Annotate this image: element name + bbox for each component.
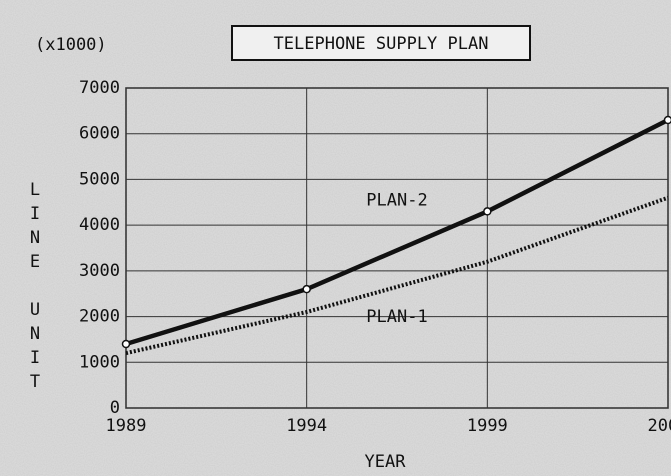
x-tick-label: 1989 — [106, 416, 147, 436]
series-line — [125, 117, 670, 347]
y-tick-label: 6000 — [79, 124, 120, 144]
title-box — [231, 25, 531, 61]
point — [483, 207, 492, 216]
y-tick-label: 2000 — [79, 307, 120, 327]
y-tick-label: 4000 — [79, 215, 120, 235]
y-tick-label: 5000 — [79, 169, 120, 189]
point — [302, 284, 311, 294]
y-tick-label: 0 — [110, 398, 120, 418]
series-line — [125, 195, 669, 356]
point — [663, 115, 671, 125]
x-tick-label: 1994 — [286, 416, 327, 436]
y-tick-label: 3000 — [79, 261, 120, 281]
x-tick-label: 1999 — [467, 416, 508, 436]
y-axis-label: LINE UNIT — [25, 180, 45, 396]
y-tick-label: 7000 — [79, 78, 120, 98]
series-label: PLAN-1 — [366, 307, 427, 327]
x-axis-label: YEAR — [365, 452, 407, 472]
y-unit: (x1000) — [35, 35, 107, 55]
y-tick-label: 1000 — [79, 352, 120, 372]
series-label: PLAN-2 — [366, 190, 427, 210]
point — [121, 339, 131, 349]
x-tick-label: 2004 — [648, 416, 671, 436]
chart-title: TELEPHONE SUPPLY PLAN — [274, 34, 489, 54]
